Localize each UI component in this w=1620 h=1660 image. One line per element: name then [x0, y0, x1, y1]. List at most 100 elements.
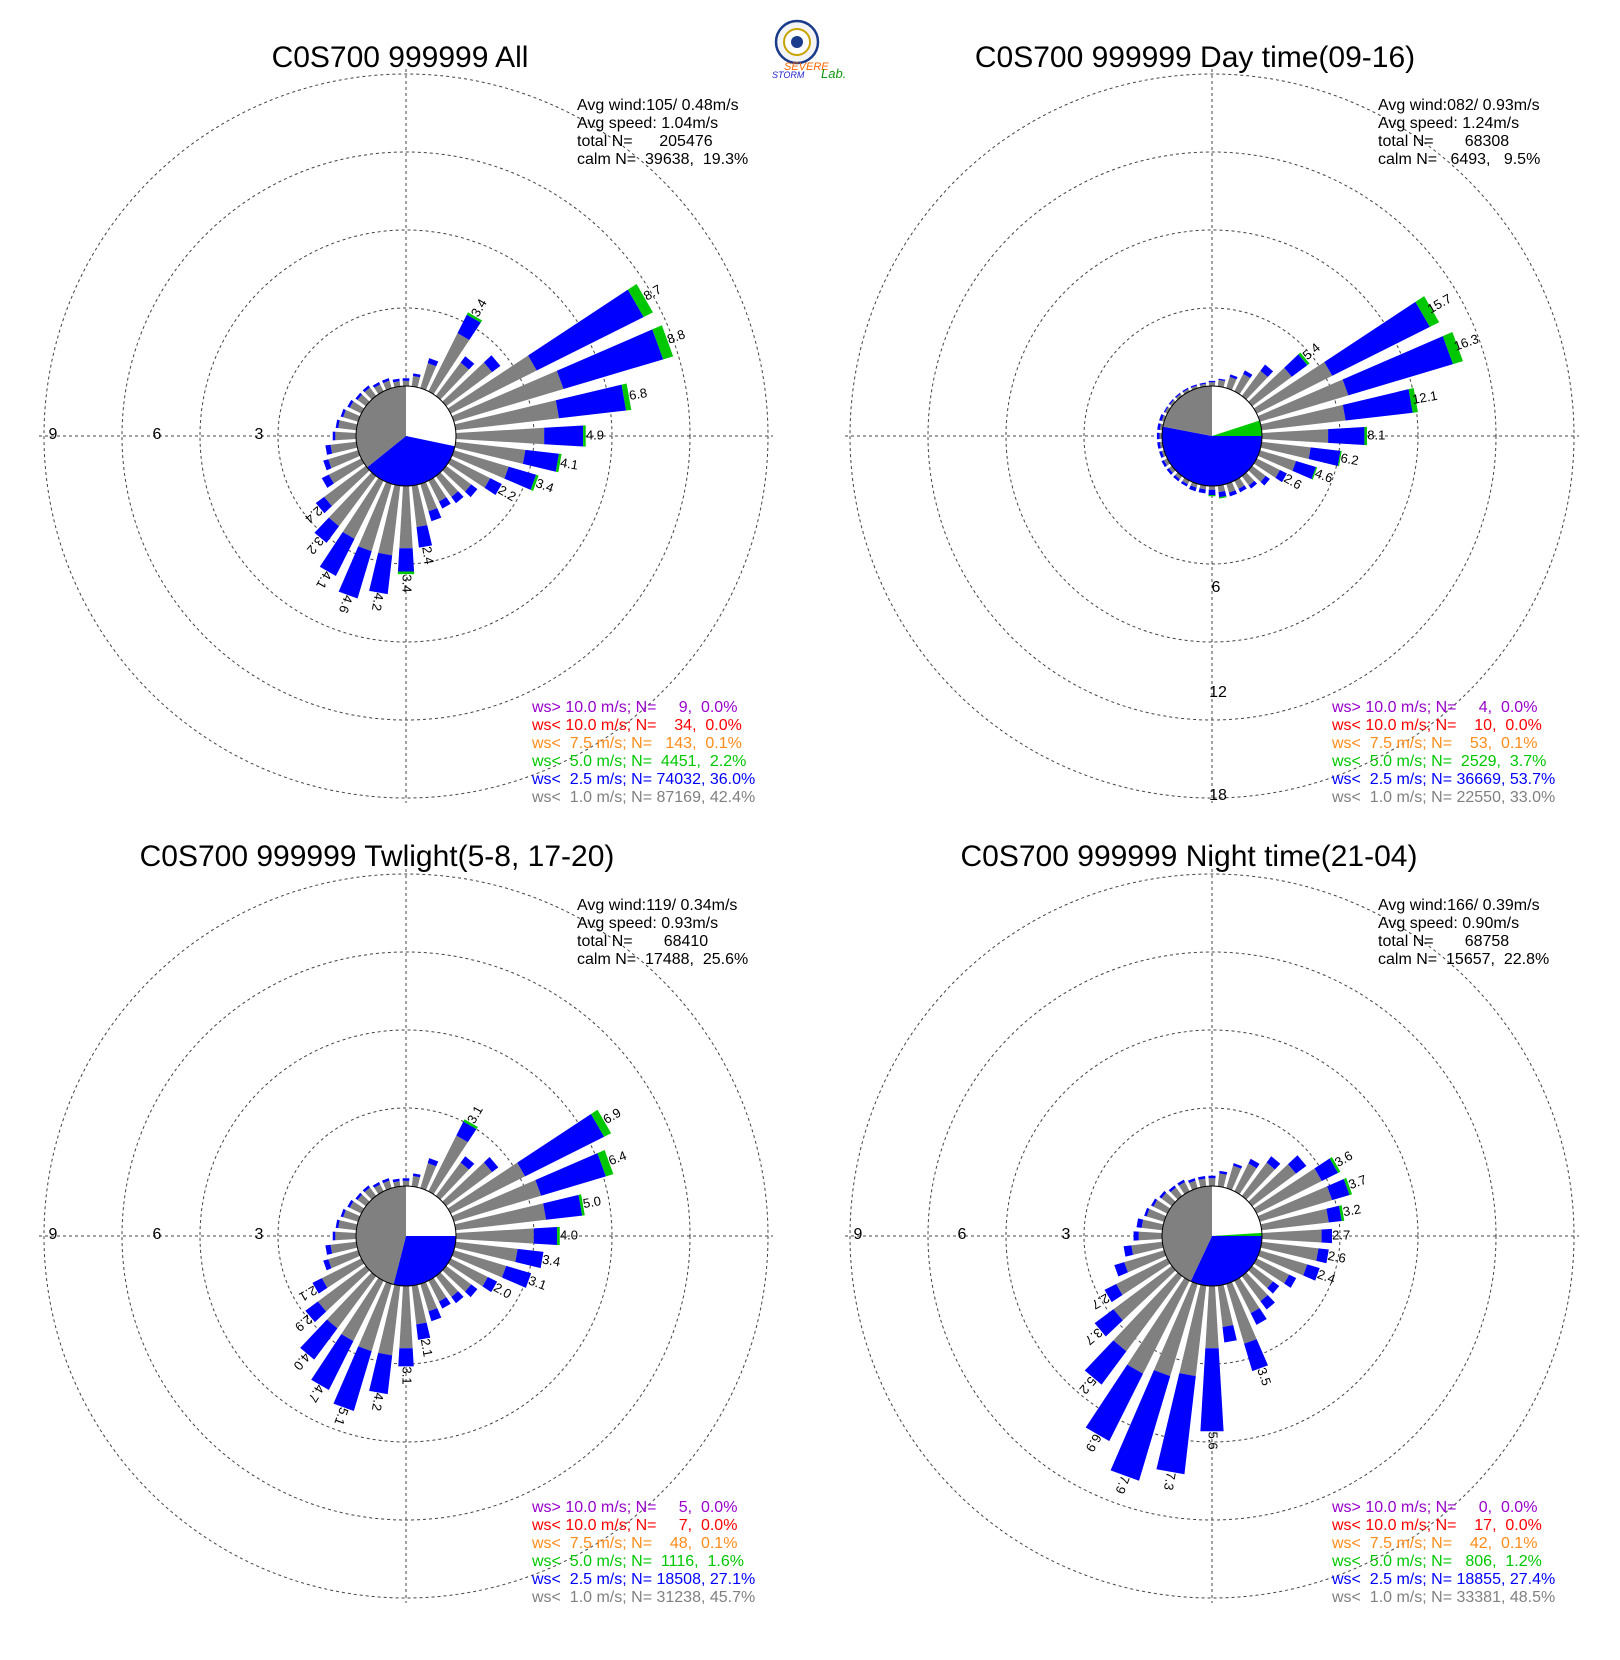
ring-label-2: 6	[153, 1226, 162, 1243]
ring-label-3: 18	[1209, 787, 1227, 804]
petal-segment-blue	[1156, 1373, 1196, 1475]
petal-segment-blue	[1198, 1176, 1206, 1180]
petal-segment-gray	[364, 387, 377, 400]
petal-segment-gray	[1189, 1180, 1198, 1191]
petal-label: 7.3	[1161, 1471, 1179, 1491]
petal-label: 6.2	[1339, 450, 1359, 468]
ring-labels: 3 6 9	[854, 1226, 1071, 1243]
petal-segment-blue	[1094, 1309, 1123, 1337]
petal-segment-blue	[323, 459, 332, 471]
petal-segment-gray	[1260, 1241, 1319, 1261]
petal-segment-gray	[1226, 1165, 1242, 1191]
petal-segment-blue	[1327, 1178, 1350, 1201]
petal-segment-blue	[416, 1322, 431, 1340]
logo-text-storm: STORM	[772, 70, 805, 80]
petal-segment-gray	[338, 1220, 358, 1231]
petal-segment-green	[397, 571, 415, 575]
petal-segment-blue	[315, 496, 332, 514]
petal-segment-gray	[428, 1277, 447, 1302]
petal-segment-blue	[412, 1173, 421, 1178]
petal-segment-blue	[332, 1231, 336, 1241]
petal-segment-gray	[342, 477, 384, 539]
petal-segment-gray	[317, 1265, 370, 1312]
petal-segment-gray	[1253, 1168, 1322, 1214]
logo-seal-core	[791, 36, 803, 48]
petal-segment-gray	[364, 1187, 377, 1200]
petal-label: 3.4	[400, 574, 415, 592]
calm-slice-blue	[367, 436, 455, 486]
petal-segment-blue	[392, 378, 400, 383]
petal-segment-green	[1364, 426, 1368, 446]
petal-segment-blue	[1110, 1370, 1171, 1481]
petal-segment-green	[530, 474, 539, 491]
petal-segment-blue	[460, 356, 475, 370]
petal-segment-blue	[1267, 1281, 1280, 1294]
legend-entry-orange: ws< 7.5 m/s; N= 53, 0.1%	[1331, 735, 1537, 752]
petal-segment-blue	[1084, 1340, 1127, 1385]
petal-segment-gray	[454, 1241, 518, 1263]
petal-segment-gray	[1226, 1281, 1257, 1344]
ring-label-1: 3	[1062, 1226, 1071, 1243]
petal-labels: 5.415.716.312.18.16.24.62.6	[1281, 291, 1480, 493]
petal-segment-blue	[332, 431, 336, 441]
petal-segment-blue	[543, 1194, 583, 1220]
calm-outline	[1161, 1185, 1263, 1287]
petal-segment-gray	[1208, 1178, 1216, 1187]
petal-segment-gray	[1226, 481, 1236, 493]
legend-entry-gray: ws< 1.0 m/s; N= 22550, 33.0%	[1331, 789, 1555, 806]
legend-entry-gray: ws< 1.0 m/s; N= 31238, 45.7%	[531, 1589, 755, 1606]
petal-segment-gray	[1138, 1231, 1163, 1241]
petal-segment-blue	[484, 478, 502, 496]
petal-segment-gray	[447, 1162, 526, 1214]
petal-segment-gray	[378, 1284, 401, 1356]
petal-segment-blue	[464, 484, 478, 498]
petal-label: 12.1	[1411, 388, 1439, 407]
petal-segment-green	[1415, 296, 1440, 327]
petal-segment-blue	[1243, 370, 1253, 378]
petal-segment-blue	[1321, 1228, 1332, 1244]
petal-segment-gray	[328, 450, 361, 469]
petal-segment-gray	[411, 1176, 420, 1188]
petal-segment-gray	[1241, 1162, 1275, 1200]
legend-entry-blue: ws< 2.5 m/s; N= 18855, 27.4%	[1331, 1571, 1555, 1588]
petal-label: 3.4	[541, 1252, 561, 1270]
petal-segment-blue	[1168, 398, 1174, 405]
legend-entry-blue: ws< 2.5 m/s; N= 36669, 53.7%	[1331, 771, 1555, 788]
calm-slice-blue	[1190, 1236, 1262, 1286]
petal-segment-blue	[314, 517, 339, 543]
avg-wind-text: Avg wind:105/ 0.48m/s	[577, 97, 739, 114]
petal-segment-gray	[349, 1201, 365, 1214]
petal-segment-blue	[504, 466, 537, 490]
petal-segment-blue	[438, 1297, 451, 1309]
petal-segment-blue	[1157, 423, 1161, 430]
petal-segment-blue	[1190, 384, 1197, 388]
petal-segment-blue	[382, 378, 390, 383]
petal-segment-blue	[501, 1265, 532, 1288]
petal-segment-gray	[1178, 1181, 1190, 1195]
petal-segment-blue	[1157, 442, 1161, 449]
petal-label: 3.4	[534, 475, 556, 495]
petal-label: 8.8	[665, 326, 687, 346]
calm-outline	[355, 385, 457, 487]
petal-segment-gray	[1163, 458, 1171, 466]
petal-segment-gray	[1241, 472, 1255, 486]
legend-entry-purple: ws> 10.0 m/s; N= 9, 0.0%	[531, 699, 737, 716]
petal-segment-blue	[347, 399, 354, 408]
calm-slice-white	[1212, 386, 1260, 436]
petal-segment-gray	[321, 1258, 365, 1288]
petal-segment-blue	[1161, 460, 1168, 468]
petal-segment-gray	[435, 472, 459, 498]
petal-segment-gray	[1146, 1208, 1167, 1222]
petal-segment-gray	[1141, 1219, 1164, 1231]
total-n-text: total N= 68308	[1378, 133, 1509, 150]
petal-segment-blue	[1228, 490, 1238, 497]
petal-segment-blue	[1200, 1348, 1224, 1432]
petal-segment-gray	[399, 1285, 413, 1349]
petal-segment-blue	[1166, 468, 1173, 475]
petal-segment-blue	[1159, 1190, 1167, 1199]
petal-segment-blue	[1173, 475, 1180, 482]
petal-segment-green	[557, 1226, 560, 1246]
petal-segment-blue	[362, 1185, 370, 1193]
petal-segment-blue	[1328, 426, 1365, 446]
petal-label: 7.9	[1112, 1474, 1132, 1496]
